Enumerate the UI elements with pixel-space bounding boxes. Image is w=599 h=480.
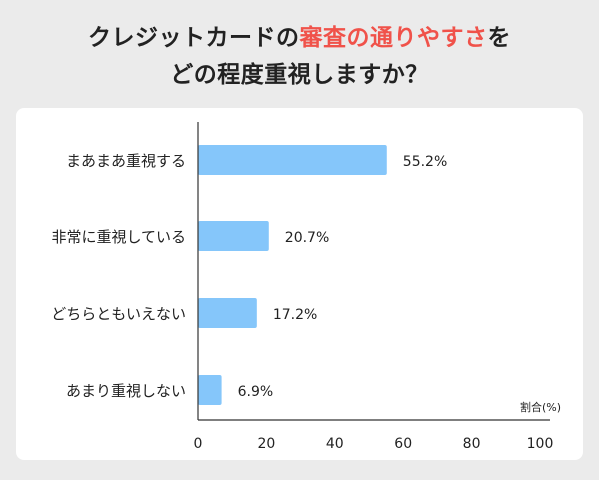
data-label-4: 6.9% [238,384,274,400]
title-highlight: 審査の通りやすさ [299,25,488,51]
bar-3 [198,298,257,328]
x-tick-label-3: 40 [326,436,344,452]
x-tick-label-2: 20 [257,436,275,452]
title-suffix: を [487,25,511,51]
data-label-3: 17.2% [273,307,317,323]
category-label-1: まあまあ重視する [66,152,186,170]
x-tick-label-4: 60 [394,436,412,452]
bar-chart: まあまあ重視する 55.2% 非常に重視している 20.7% どちらともいえない 17.2… [51,122,561,452]
data-label-1: 55.2% [403,154,447,170]
chart-panel: まあまあ重視する 55.2% 非常に重視している 20.7% どちらともいえない 17.2… [16,108,583,460]
chart-title-line1: クレジットカードの審査の通りやすさを [0,22,599,54]
category-label-2: 非常に重視している [51,228,186,246]
bar-4 [198,375,222,405]
category-label-4: あまり重視しない [66,382,186,400]
chart-title-line2: どの程度重視しますか？ [170,62,429,88]
x-tick-label-5: 80 [463,436,481,452]
x-tick-label-1: 0 [194,436,203,452]
bar-2 [198,221,269,251]
x-tick-label-6: 100 [527,436,554,452]
data-label-2: 20.7% [285,230,329,246]
category-label-3: どちらともいえない [51,305,186,323]
bar-1 [198,145,387,175]
title-prefix: クレジットカードの [88,25,300,51]
x-axis-label: 割合(%) [520,400,561,414]
